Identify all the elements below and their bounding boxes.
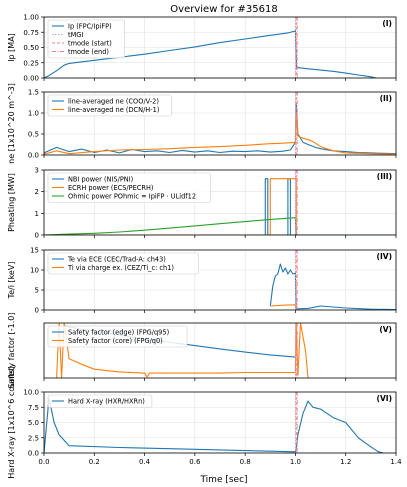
legend: line-averaged ne (COO/V-2)line-averaged … <box>47 94 172 117</box>
legend: NBI power (NIS/PNI)ECRH power (ECS/PECRH… <box>47 172 211 203</box>
series-line-orange <box>44 112 396 155</box>
x-axis-label: Time [sec] <box>199 475 247 485</box>
legend-box <box>47 394 153 408</box>
series-line-blue <box>44 30 377 78</box>
panel-tag: (III) <box>377 172 392 181</box>
series-line-blue <box>44 178 396 235</box>
y-tick-label: 0.5 <box>28 131 39 139</box>
y-axis-label: Safety factor [-1.0] <box>7 313 16 389</box>
y-tick-label: 5.0 <box>28 419 39 427</box>
legend-label: line-averaged ne (COO/V-2) <box>68 98 159 106</box>
legend-box <box>47 325 188 348</box>
x-tick-label: 0.0 <box>38 458 49 466</box>
y-tick-label: 0.00 <box>23 75 39 83</box>
x-tick-label: 0.6 <box>189 458 201 466</box>
y-tick-label: 0 <box>35 307 39 315</box>
legend-box <box>47 19 125 59</box>
series-group <box>44 30 377 78</box>
legend-label: Hard X-ray (HXR/HXRn) <box>68 398 145 406</box>
legend-label: Ohmic power POhmic = IpiFP · ULidf12 <box>68 193 196 201</box>
y-tick-label: 1.5 <box>28 89 39 97</box>
x-tick-label: 1.4 <box>390 458 402 466</box>
legend-label: Safety factor (edge) (FPG/q95) <box>68 329 169 337</box>
series-line-green <box>44 217 396 235</box>
figure-title: Overview for #35618 <box>170 4 277 15</box>
legend-box <box>47 94 172 117</box>
x-tick-label: 0.8 <box>240 458 251 466</box>
legend-label: Te via ECE (CEC/Trad-A: ch43) <box>67 256 166 264</box>
y-tick-label: 5 <box>35 287 39 295</box>
y-tick-label: 3 <box>35 167 39 175</box>
legend: Safety factor (edge) (FPG/q95)Safety fac… <box>47 325 188 348</box>
series-line-blue <box>44 101 396 155</box>
y-tick-label: 0.0 <box>28 450 39 458</box>
x-tick-label: 1.2 <box>340 458 351 466</box>
panel-6: 0.0 2.5 5.0 7.5 10.0 0.0 0.2 0.4 0.6 0.8 1.0 1.2 1.4… <box>7 366 402 478</box>
panel-frame <box>43 391 397 454</box>
legend-label: Safety factor (core) (FPG/q0) <box>68 337 163 345</box>
panel-tag: (VI) <box>377 394 392 403</box>
panel-frame <box>43 91 397 156</box>
legend-label: ECRH power (ECS/PECRH) <box>68 184 154 192</box>
legend-label: tmode (end) <box>68 48 109 56</box>
y-tick-label: 1 <box>35 210 39 218</box>
series-group <box>44 178 396 235</box>
y-tick-label: 7.5 <box>28 404 39 412</box>
legend: Hard X-ray (HXR/HXRn) <box>47 394 153 408</box>
legend-label: tmode (start) <box>68 40 112 48</box>
legend-box <box>47 172 211 203</box>
panel-tag: (II) <box>380 94 392 103</box>
panels: 0.000.250.500.751.00(I)Ip [MA]Ip (FPC/Ip… <box>7 14 402 479</box>
panel-tag: (I) <box>382 19 392 28</box>
panel-frame <box>43 249 397 311</box>
y-tick-label: 0.75 <box>23 29 39 37</box>
x-tick-label: 0.4 <box>139 458 151 466</box>
legend-label: NBI power (NIS/PNI) <box>68 176 133 184</box>
series-group <box>44 101 396 155</box>
y-axis-label: Hard X-ray [1x10^6 counts] <box>7 366 16 478</box>
series-line-blue <box>269 263 396 310</box>
legend-label: tMGI <box>68 31 83 39</box>
y-tick-label: 1.0 <box>28 110 39 118</box>
panel-5: (V) Safety factor [-1.0] Safety factor (ed… <box>7 313 397 389</box>
legend: Te via ECE (CEC/Trad-A: ch43)Ti via char… <box>47 252 199 275</box>
panel-frame <box>43 16 397 79</box>
x-tick-label: 0.2 <box>89 458 100 466</box>
y-tick-label: 0.25 <box>23 59 39 67</box>
y-axis-label: Pheating [MW] <box>7 173 16 232</box>
y-axis-label: Te/i [keV] <box>7 262 16 300</box>
panel-tag: (IV) <box>377 252 392 261</box>
y-tick-label: 10.0 <box>23 389 39 397</box>
y-tick-label: 2.5 <box>28 434 39 442</box>
panel-tag: (V) <box>379 325 392 334</box>
legend-label: Ti via charge ex. (CEZ/Ti_c: ch1) <box>67 264 174 272</box>
y-tick-label: 15 <box>30 247 39 255</box>
series-line-orange <box>44 178 396 235</box>
panel-2: 0.0 0.5 1.0 1.5 (II) ne [1x10^20 m^-3] line-av… <box>7 83 397 164</box>
y-axis-label: ne [1x10^20 m^-3] <box>7 83 16 164</box>
y-tick-label: 0.0 <box>28 152 39 160</box>
panel-3: 0 1 2 3 (III) Pheating [MW] NBI power (NIS/PNI… <box>7 167 397 240</box>
legend-label: line-averaged ne (DCN/H-1) <box>68 106 159 114</box>
legend-label: Ip (FPC/IpiFP) <box>68 23 112 31</box>
y-tick-label: 1.00 <box>23 14 39 22</box>
panel-1: 0.00 0.25 0.50 0.75 1.00 (I) Ip [MA] Ip (FPC/Ip… <box>7 14 397 83</box>
y-tick-label: 2 <box>35 188 39 196</box>
y-tick-label: 0 <box>35 232 39 240</box>
x-tick-label: 1.0 <box>290 458 301 466</box>
legend-box <box>47 252 199 275</box>
panel-frame <box>43 169 397 236</box>
y-axis-label: Ip [MA] <box>7 33 16 62</box>
y-tick-label: 0.50 <box>23 44 39 52</box>
y-tick-label: 10 <box>30 267 39 275</box>
panel-4: 0 5 10 15 (IV) Te/i [keV] Te via ECE (CEC/Trad… <box>7 247 397 315</box>
series-group <box>269 263 396 310</box>
series-line-orange <box>270 304 297 310</box>
panel-frame <box>43 322 397 379</box>
